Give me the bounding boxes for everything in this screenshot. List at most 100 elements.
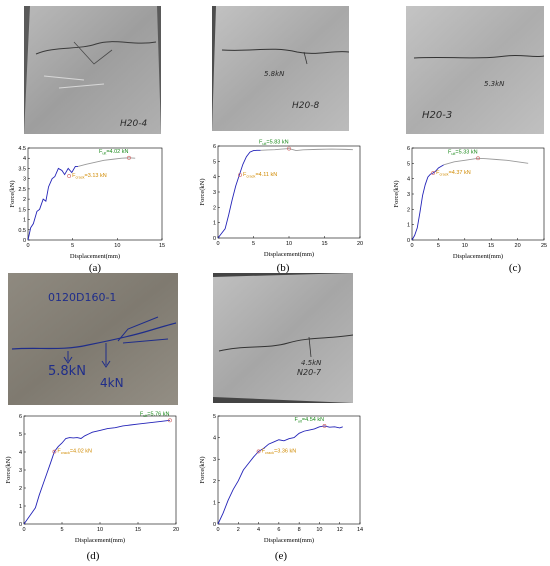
chart-e-xtick-label: 8 bbox=[298, 527, 301, 533]
chart-b-series-line bbox=[217, 149, 261, 239]
chart-c-xtick-label: 10 bbox=[462, 243, 468, 249]
chart-b-xlabel: Displacement(mm) bbox=[264, 251, 314, 258]
chart-d-xtick-label: 20 bbox=[173, 527, 179, 533]
chart-c-series-line bbox=[443, 157, 529, 166]
chart-a-ytick-label: 1.5 bbox=[18, 207, 26, 213]
photo-a-inscription: H20-4 bbox=[120, 119, 147, 129]
chart-c-xtick-label: 0 bbox=[410, 243, 413, 249]
chart-a-xtick-label: 10 bbox=[114, 243, 120, 249]
chart-c-ylabel: Force(kN) bbox=[393, 180, 400, 207]
chart-a-ytick-label: 4 bbox=[23, 156, 26, 162]
photo-b-inscription: H20-8 bbox=[292, 101, 319, 111]
chart-b-ytick-label: 5 bbox=[213, 159, 216, 165]
chart-e-xtick-label: 4 bbox=[257, 527, 260, 533]
chart-c-ytick-label: 2 bbox=[407, 207, 410, 213]
chart-b-ytick-label: 0 bbox=[213, 236, 216, 242]
photo-d-load-mark-2: 4kN bbox=[100, 376, 124, 390]
chart-b-plot-frame bbox=[217, 145, 361, 239]
chart-a-svg: 0 5 10 15 0 0.5 1 1.5 2 2.5 3 3.5 4 4.5 Displacement(m… bbox=[9, 146, 165, 260]
chart-c-crack-point bbox=[431, 171, 436, 175]
chart-a-ytick-label: 4.5 bbox=[18, 146, 26, 152]
chart-d-ytick-label: 6 bbox=[19, 414, 22, 420]
chart-a-ylabel: Force(kN) bbox=[9, 180, 16, 207]
chart-c: 0 5 10 15 20 25 0 1 2 3 4 5 6 Displacement(mm) Force(k… bbox=[392, 142, 550, 262]
chart-d-series-line bbox=[23, 419, 170, 525]
chart-e-xtick-label: 12 bbox=[337, 527, 343, 533]
chart-c-xtick-label: 20 bbox=[515, 243, 521, 249]
chart-c-ytick-label: 0 bbox=[407, 238, 410, 244]
chart-b-xtick-label: 20 bbox=[357, 241, 363, 247]
chart-b-ult-label: Fult=5.83 kN bbox=[259, 140, 289, 147]
chart-e-svg: 0 2 4 6 8 10 12 14012345Displacement(mm)Force(k… bbox=[199, 414, 363, 544]
chart-d-xtick-label: 15 bbox=[135, 527, 141, 533]
photo-b: 5.8kN H20-8 bbox=[212, 6, 349, 131]
chart-a-ytick-label: 1 bbox=[23, 218, 26, 224]
panel-label-c: (c) bbox=[508, 262, 522, 274]
chart-d-svg: 0 5 10 15 20 0 1 2 3 4 5 6 Displacement(mm) Force(kN)… bbox=[5, 411, 179, 544]
chart-d-crack-point bbox=[52, 449, 57, 454]
chart-b-series-line bbox=[260, 148, 353, 152]
chart-d-ytick-label: 5 bbox=[19, 432, 22, 438]
chart-b-ytick-label: 1 bbox=[213, 221, 216, 227]
chart-d-ytick-label: 4 bbox=[19, 450, 22, 456]
chart-c-plot-frame bbox=[411, 147, 545, 241]
chart-a-series-line bbox=[77, 157, 136, 167]
chart-c-ytick-label: 4 bbox=[407, 177, 410, 183]
photo-d: 0120D160-1 5.8kN 4kN bbox=[8, 273, 178, 405]
chart-d-ytick-label: 1 bbox=[19, 504, 22, 510]
chart-a-ytick-label: 0 bbox=[23, 238, 26, 244]
chart-b-svg: 0 5 10 15 20 0 1 2 3 4 5 6 Displacement(mm) Force(kN)… bbox=[199, 140, 363, 258]
chart-b-crack-point bbox=[238, 173, 242, 177]
chart-e-ytick-label: 3 bbox=[213, 457, 216, 463]
chart-a-xtick-label: 5 bbox=[71, 243, 74, 249]
chart-b-ytick-label: 2 bbox=[213, 205, 216, 211]
chart-e-plot-frame bbox=[217, 415, 361, 525]
chart-c-xlabel: Displacement(mm) bbox=[453, 253, 503, 260]
chart-d-ult-point bbox=[168, 418, 172, 423]
chart-a-xtick-label: 0 bbox=[26, 243, 29, 249]
chart-e-ytick-label: 2 bbox=[213, 479, 216, 485]
chart-a-series-line bbox=[27, 165, 79, 241]
photo-a: H20-4 bbox=[24, 6, 161, 134]
chart-e-xlabel: Displacement(mm) bbox=[264, 537, 314, 544]
chart-c-ult-label: Fult=5.33 kN bbox=[448, 149, 478, 156]
photo-b-load-mark: 5.8kN bbox=[264, 70, 285, 78]
panel-label-e: (e) bbox=[274, 550, 288, 562]
photo-c-inscription: H20-3 bbox=[422, 110, 452, 121]
chart-b-xtick-label: 15 bbox=[321, 241, 327, 247]
chart-d-xtick-label: 10 bbox=[97, 527, 103, 533]
chart-e-ytick-label: 5 bbox=[213, 414, 216, 420]
chart-e: 0 2 4 6 8 10 12 14 0 1 2 3 4 5 Displacement(mm) Force(k… bbox=[198, 410, 366, 546]
chart-e-ult-label: Fult=4.54 kN bbox=[295, 417, 325, 424]
chart-d-ytick-label: 3 bbox=[19, 468, 22, 474]
chart-b-xtick-label: 0 bbox=[216, 241, 219, 247]
chart-e-crack-point bbox=[256, 449, 261, 454]
chart-d-xtick-label: 5 bbox=[60, 527, 63, 533]
chart-b-xtick-label: 10 bbox=[286, 241, 292, 247]
chart-d-plot-frame bbox=[23, 415, 177, 525]
chart-e-xtick-label: 10 bbox=[316, 527, 322, 533]
photo-e-load-mark: 4.5kN bbox=[301, 359, 322, 367]
chart-e-crack-label: Fcrack=3.36 kN bbox=[262, 448, 297, 455]
chart-b-ytick-label: 6 bbox=[213, 144, 216, 150]
chart-d-crack-label: Fcrack=4.02 kN bbox=[57, 449, 92, 456]
chart-e-ytick-label: 4 bbox=[213, 436, 216, 442]
chart-a-ytick-label: 3.5 bbox=[18, 166, 26, 172]
chart-a-xlabel: Displacement(mm) bbox=[70, 253, 120, 260]
chart-a-ytick-label: 2 bbox=[23, 197, 26, 203]
photo-c: 5.3kN H20-3 bbox=[406, 6, 544, 134]
chart-d-ytick-label: 0 bbox=[19, 522, 22, 528]
chart-e-ult-point bbox=[322, 424, 327, 428]
chart-e-xtick-label: 14 bbox=[357, 527, 363, 533]
chart-a-ytick-label: 3 bbox=[23, 177, 26, 183]
panel-label-a: (a) bbox=[88, 262, 102, 274]
chart-a-crack-point bbox=[67, 174, 71, 178]
chart-c-ytick-label: 1 bbox=[407, 223, 410, 229]
chart-e-ylabel: Force(kN) bbox=[199, 456, 206, 483]
photo-d-load-mark-1: 5.8kN bbox=[48, 364, 86, 379]
chart-c-xtick-label: 25 bbox=[541, 243, 547, 249]
chart-c-ult-point bbox=[476, 156, 480, 161]
chart-b-ytick-label: 4 bbox=[213, 175, 216, 181]
chart-a-xtick-label: 15 bbox=[159, 243, 165, 249]
chart-a-ult-point bbox=[127, 155, 131, 160]
